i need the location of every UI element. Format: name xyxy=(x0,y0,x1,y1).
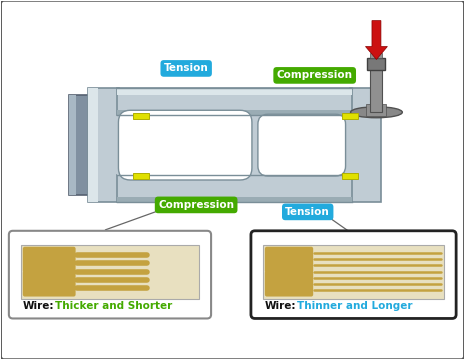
FancyBboxPatch shape xyxy=(251,231,456,319)
Text: Tension: Tension xyxy=(164,63,209,73)
Bar xyxy=(21,245,199,298)
FancyBboxPatch shape xyxy=(23,247,76,273)
FancyBboxPatch shape xyxy=(265,247,313,273)
Bar xyxy=(371,67,382,112)
Bar xyxy=(118,175,352,202)
Text: Tension: Tension xyxy=(286,207,330,217)
Ellipse shape xyxy=(351,107,402,118)
Bar xyxy=(133,173,149,179)
Bar xyxy=(118,88,352,95)
FancyBboxPatch shape xyxy=(258,114,345,176)
Bar xyxy=(342,173,358,179)
Text: Wire:: Wire: xyxy=(265,301,296,311)
FancyArrow shape xyxy=(365,21,387,59)
FancyBboxPatch shape xyxy=(265,271,313,297)
Bar xyxy=(367,58,385,71)
FancyBboxPatch shape xyxy=(23,271,76,297)
Bar xyxy=(118,88,352,115)
Bar xyxy=(118,115,352,175)
Bar xyxy=(118,197,352,202)
Bar xyxy=(133,113,149,119)
Bar xyxy=(263,245,444,298)
Bar xyxy=(87,88,98,202)
Bar xyxy=(69,95,76,195)
Text: Compression: Compression xyxy=(158,200,234,210)
Bar xyxy=(87,88,120,202)
Bar xyxy=(350,88,381,202)
Text: Thicker and Shorter: Thicker and Shorter xyxy=(55,301,172,311)
Text: Thinner and Longer: Thinner and Longer xyxy=(297,301,412,311)
Bar xyxy=(69,95,91,195)
Text: Compression: Compression xyxy=(277,71,352,80)
Text: Wire:: Wire: xyxy=(23,301,54,311)
FancyBboxPatch shape xyxy=(9,231,211,319)
Bar xyxy=(371,54,382,58)
Bar xyxy=(118,110,352,115)
Bar xyxy=(366,104,386,116)
FancyBboxPatch shape xyxy=(119,110,252,180)
Bar xyxy=(342,113,358,119)
